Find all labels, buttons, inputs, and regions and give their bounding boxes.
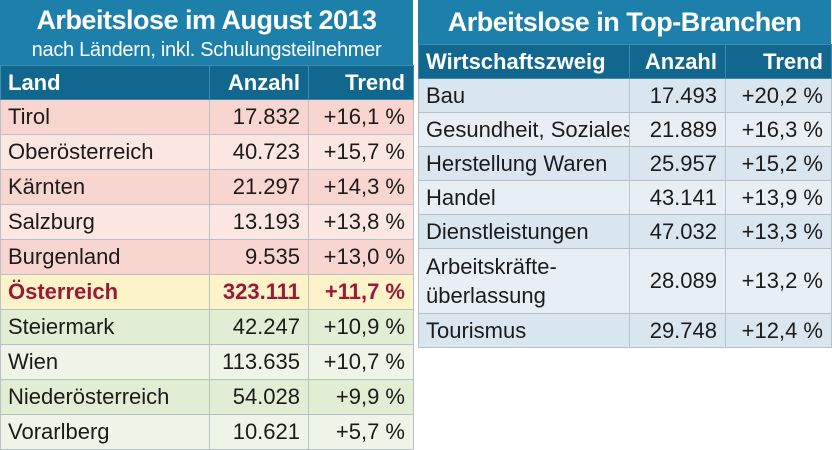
state-name: Salzburg xyxy=(0,204,210,240)
sector-trend: +13,3 % xyxy=(725,214,832,249)
column-header-anzahl: Anzahl xyxy=(629,44,726,79)
left-table-subtitle: nach Ländern, inkl. Schulungsteilnehmer xyxy=(0,37,413,65)
sector-count: 28.089 xyxy=(629,248,726,314)
sector-trend: +13,2 % xyxy=(725,248,832,314)
left-table-title: Arbeitslose im August 2013 xyxy=(0,0,413,37)
column-header-wirtschaftszweig: Wirtschaftszweig xyxy=(418,44,630,79)
national-total-row: Österreich 323.111 +11,7 % xyxy=(0,274,414,310)
state-name: Burgenland xyxy=(0,239,210,275)
table-row: Niederösterreich 54.028 +9,9 % xyxy=(0,379,414,415)
table-row: Tourismus 29.748 +12,4 % xyxy=(418,313,832,348)
state-name: Tirol xyxy=(0,99,210,135)
sector-name: Dienstleistungen xyxy=(418,214,630,249)
state-count: 13.193 xyxy=(209,204,309,240)
state-count: 40.723 xyxy=(209,134,309,170)
sector-count: 25.957 xyxy=(629,146,726,181)
state-name: Kärnten xyxy=(0,169,210,205)
sector-name-line1: Arbeitskräfte- xyxy=(426,254,557,279)
state-trend: +10,9 % xyxy=(308,309,414,345)
table-row: Handel 43.141 +13,9 % xyxy=(418,180,832,215)
column-header-land: Land xyxy=(0,65,210,100)
table-row: Oberösterreich 40.723 +15,7 % xyxy=(0,134,414,170)
state-count: 9.535 xyxy=(209,239,309,275)
table-header-row: Wirtschaftszweig Anzahl Trend xyxy=(418,44,832,79)
state-count: 42.247 xyxy=(209,309,309,345)
table-row: Bau 17.493 +20,2 % xyxy=(418,78,832,113)
table-row: Burgenland 9.535 +13,0 % xyxy=(0,239,414,275)
sector-count: 43.141 xyxy=(629,180,726,215)
sector-trend: +13,9 % xyxy=(725,180,832,215)
state-name: Österreich xyxy=(0,274,210,310)
state-count: 113.635 xyxy=(209,344,309,380)
state-table: Land Anzahl Trend Tirol 17.832 +16,1 % O… xyxy=(0,65,414,450)
sector-name: Bau xyxy=(418,78,630,113)
state-trend: +10,7 % xyxy=(308,344,414,380)
state-name: Niederösterreich xyxy=(0,379,210,415)
table-row: Gesundheit, Soziales 21.889 +16,3 % xyxy=(418,112,832,147)
table-row: Vorarlberg 10.621 +5,7 % xyxy=(0,414,414,450)
sector-count: 47.032 xyxy=(629,214,726,249)
table-row: Kärnten 21.297 +14,3 % xyxy=(0,169,414,205)
state-trend: +14,3 % xyxy=(308,169,414,205)
table-row: Herstellung Waren 25.957 +15,2 % xyxy=(418,146,832,181)
sector-trend: +15,2 % xyxy=(725,146,832,181)
sector-name: Arbeitskräfte-überlassung xyxy=(418,248,630,314)
column-header-trend: Trend xyxy=(308,65,414,100)
column-header-anzahl: Anzahl xyxy=(209,65,309,100)
sector-trend: +20,2 % xyxy=(725,78,832,113)
sector-name: Herstellung Waren xyxy=(418,146,630,181)
sector-count: 29.748 xyxy=(629,313,726,348)
table-by-state: Arbeitslose im August 2013 nach Ländern,… xyxy=(0,0,414,450)
column-header-trend: Trend xyxy=(725,44,832,79)
sector-name-line2: überlassung xyxy=(426,283,546,308)
state-trend: +5,7 % xyxy=(308,414,414,450)
state-trend: +9,9 % xyxy=(308,379,414,415)
state-trend: +11,7 % xyxy=(308,274,414,310)
state-count: 21.297 xyxy=(209,169,309,205)
state-trend: +15,7 % xyxy=(308,134,414,170)
table-header-row: Land Anzahl Trend xyxy=(0,65,414,100)
table-row: Dienstleistungen 47.032 +13,3 % xyxy=(418,214,832,249)
state-trend: +16,1 % xyxy=(308,99,414,135)
state-trend: +13,8 % xyxy=(308,204,414,240)
state-count: 10.621 xyxy=(209,414,309,450)
sector-count: 21.889 xyxy=(629,112,726,147)
state-name: Steiermark xyxy=(0,309,210,345)
table-row: Arbeitskräfte-überlassung 28.089 +13,2 % xyxy=(418,248,832,314)
sector-trend: +16,3 % xyxy=(725,112,832,147)
sector-name: Gesundheit, Soziales xyxy=(418,112,630,147)
table-row: Salzburg 13.193 +13,8 % xyxy=(0,204,414,240)
sector-trend: +12,4 % xyxy=(725,313,832,348)
state-name: Wien xyxy=(0,344,210,380)
sector-table: Wirtschaftszweig Anzahl Trend Bau 17.493… xyxy=(418,44,832,348)
sector-name: Tourismus xyxy=(418,313,630,348)
state-count: 323.111 xyxy=(209,274,309,310)
right-table-title: Arbeitslose in Top-Branchen xyxy=(418,0,831,44)
table-row: Steiermark 42.247 +10,9 % xyxy=(0,309,414,345)
state-count: 17.832 xyxy=(209,99,309,135)
state-name: Vorarlberg xyxy=(0,414,210,450)
state-trend: +13,0 % xyxy=(308,239,414,275)
sector-count: 17.493 xyxy=(629,78,726,113)
table-row: Tirol 17.832 +16,1 % xyxy=(0,99,414,135)
sector-name: Handel xyxy=(418,180,630,215)
table-by-sector: Arbeitslose in Top-Branchen Wirtschaftsz… xyxy=(418,0,832,348)
table-row: Wien 113.635 +10,7 % xyxy=(0,344,414,380)
state-count: 54.028 xyxy=(209,379,309,415)
state-name: Oberösterreich xyxy=(0,134,210,170)
